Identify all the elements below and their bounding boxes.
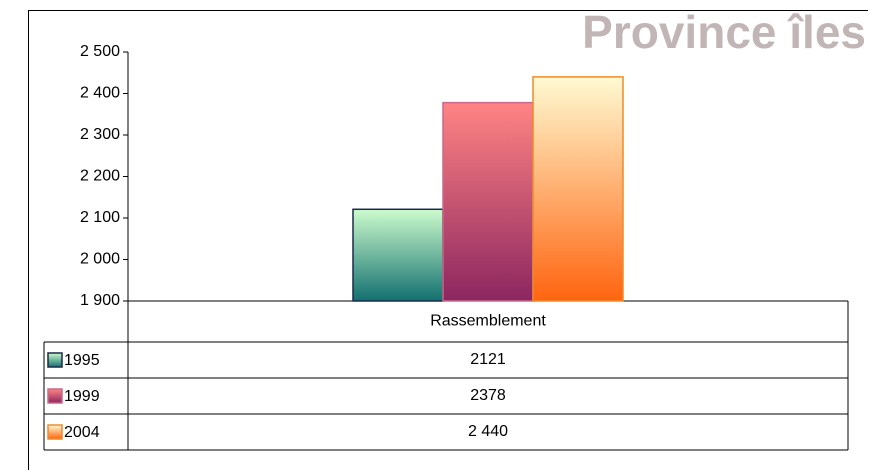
y-tick-label: 2 300 — [80, 126, 120, 143]
data-label: 2378 — [470, 387, 506, 404]
y-tick-label: 2 400 — [80, 85, 120, 102]
chart-title: Province îles — [582, 6, 866, 58]
y-tick-label: 2 200 — [80, 168, 120, 185]
data-label: 2121 — [470, 351, 506, 368]
legend-key — [47, 352, 63, 368]
legend-label: 2004 — [64, 424, 100, 441]
data-label: 2 440 — [468, 423, 508, 440]
category-label: Rassemblement — [430, 313, 546, 330]
y-tick-label: 2 000 — [80, 251, 120, 268]
y-tick-label: 2 100 — [80, 209, 120, 226]
legend-label: 1995 — [64, 352, 100, 369]
bar — [352, 208, 444, 302]
chart-frame — [28, 10, 868, 470]
legend-label: 1999 — [64, 388, 100, 405]
legend-key — [47, 388, 63, 404]
y-tick-label: 1 900 — [80, 292, 120, 309]
y-tick-label: 2 500 — [80, 43, 120, 60]
bar — [442, 101, 534, 302]
bar — [532, 76, 624, 302]
legend-key — [47, 424, 63, 440]
